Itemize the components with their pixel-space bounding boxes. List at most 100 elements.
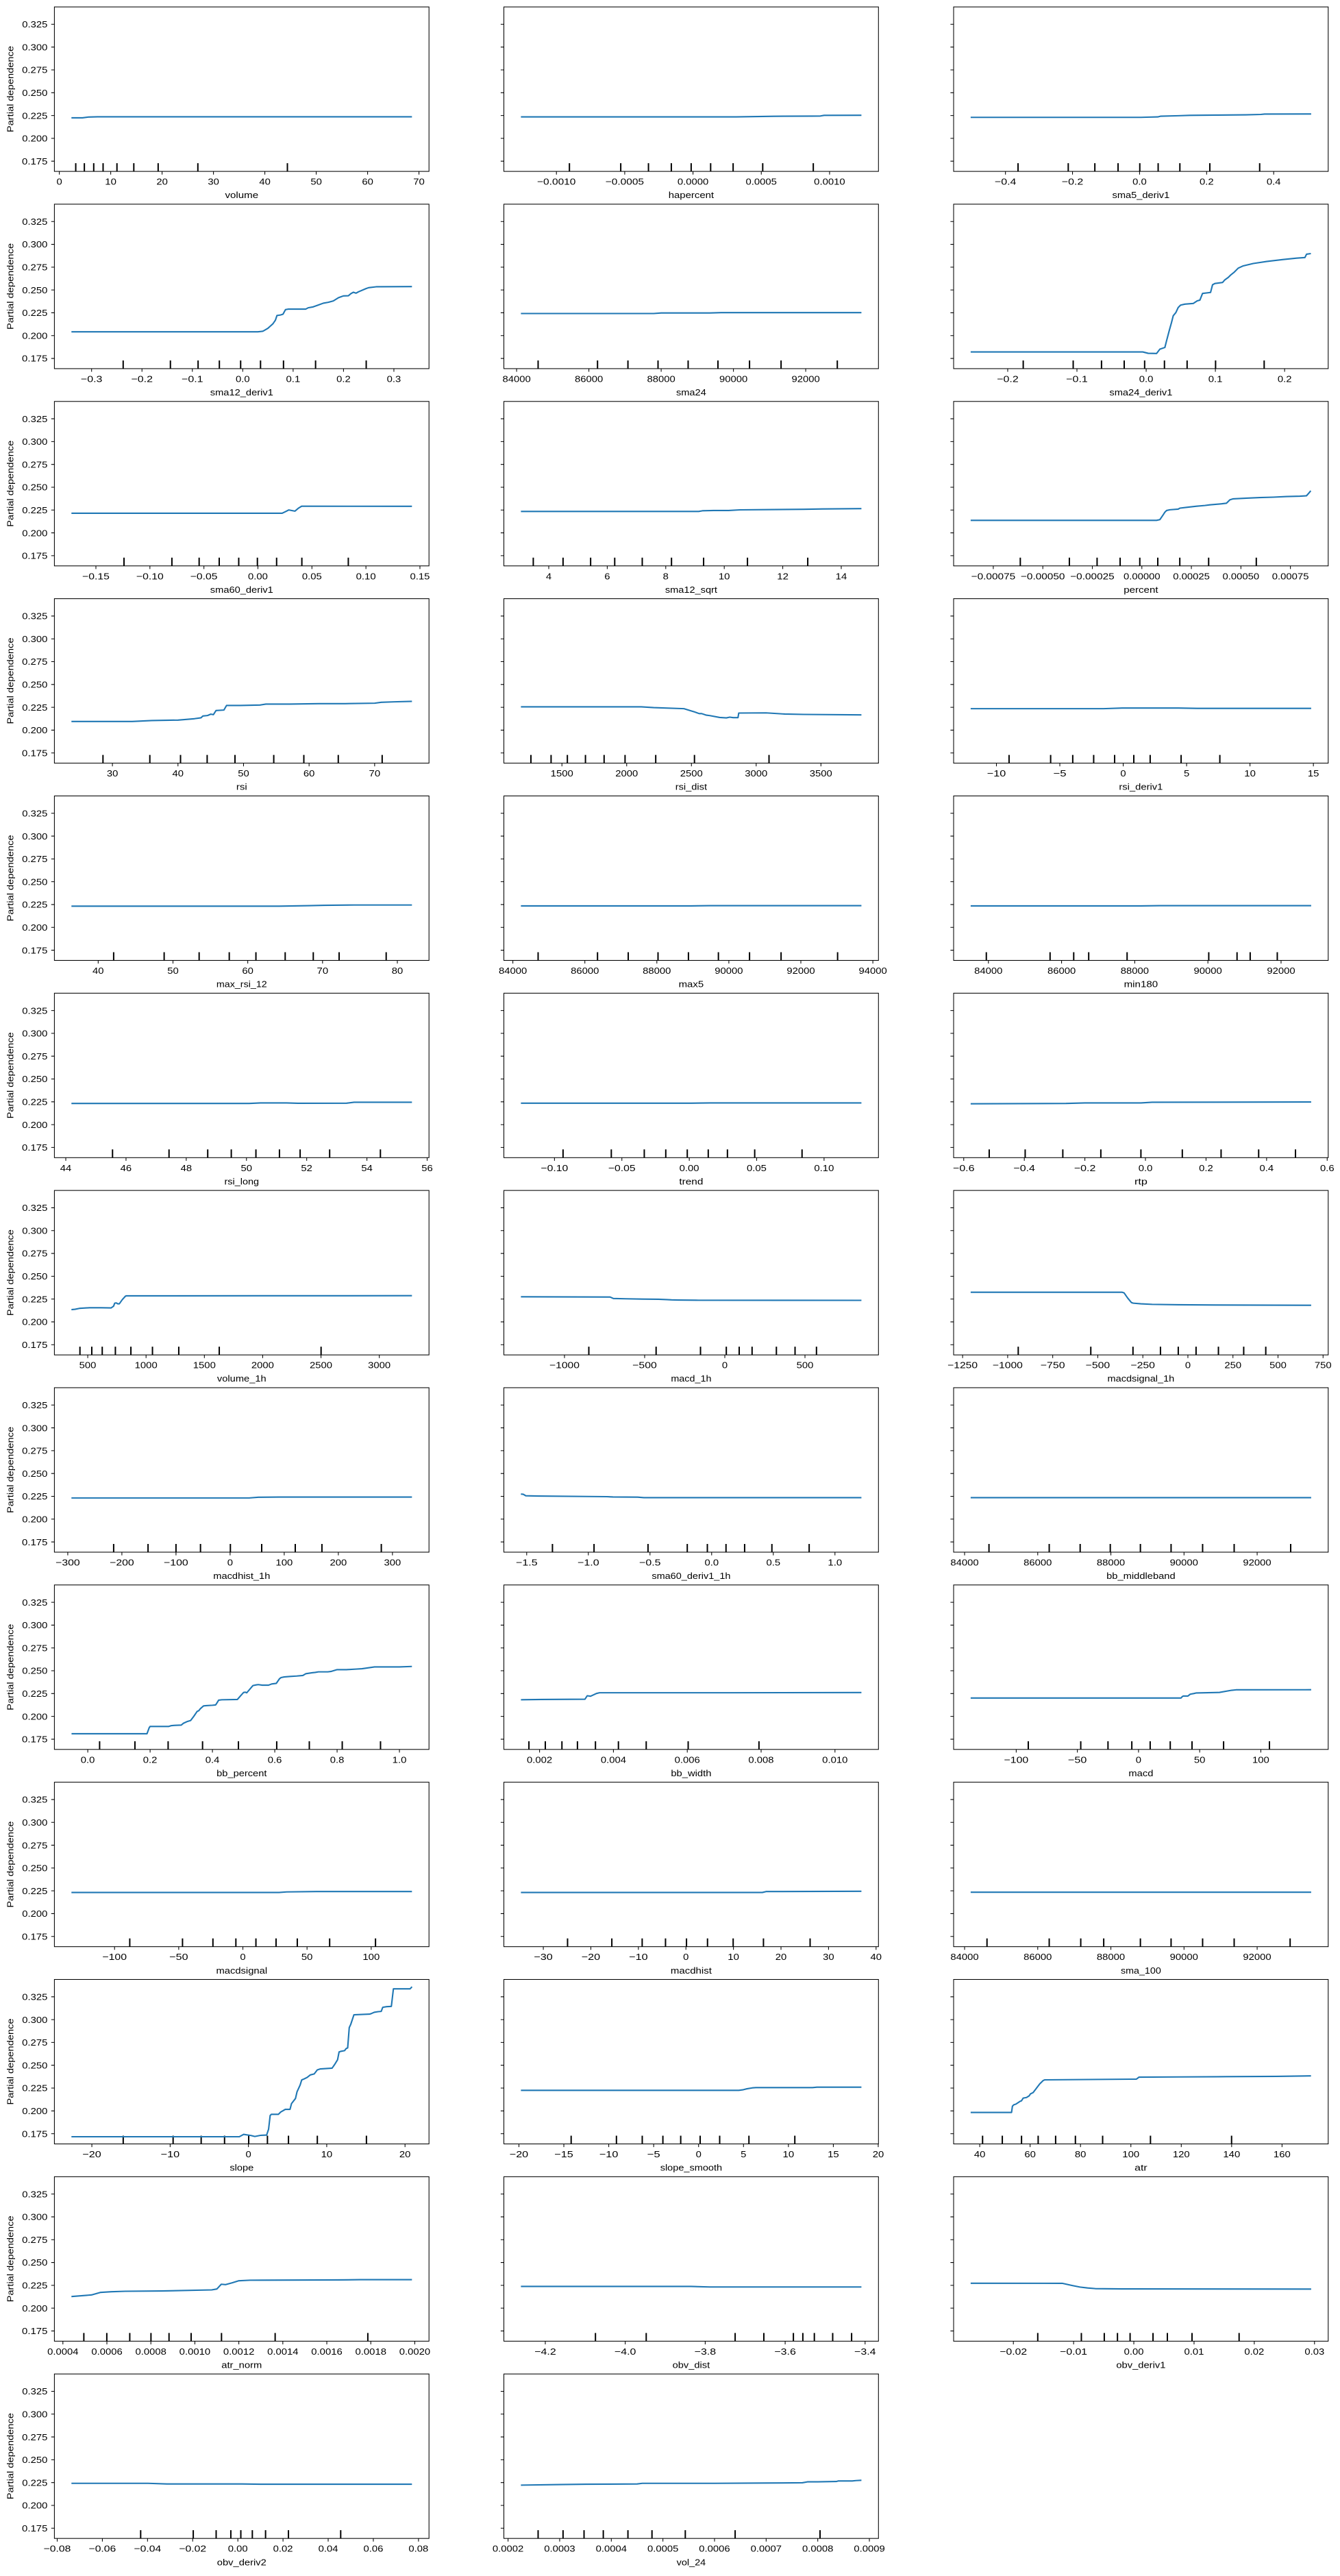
svg-text:0.250: 0.250 bbox=[22, 1469, 47, 1479]
svg-text:0.008: 0.008 bbox=[748, 1754, 773, 1765]
svg-text:0.250: 0.250 bbox=[22, 285, 47, 295]
svg-text:0.250: 0.250 bbox=[22, 680, 47, 690]
svg-text:atr_norm: atr_norm bbox=[221, 2359, 262, 2370]
svg-text:−0.5: −0.5 bbox=[639, 1557, 661, 1567]
svg-text:50: 50 bbox=[167, 966, 179, 976]
svg-text:0.00025: 0.00025 bbox=[1173, 571, 1210, 581]
svg-text:10: 10 bbox=[728, 1952, 739, 1962]
svg-text:0.200: 0.200 bbox=[22, 2303, 47, 2314]
svg-text:0.10: 0.10 bbox=[356, 571, 376, 581]
svg-text:Partial dependence: Partial dependence bbox=[5, 1229, 16, 1316]
svg-text:0.175: 0.175 bbox=[22, 1340, 47, 1350]
svg-text:0.0010: 0.0010 bbox=[814, 177, 845, 187]
svg-text:0.250: 0.250 bbox=[22, 876, 47, 887]
svg-text:trend: trend bbox=[679, 1176, 703, 1186]
svg-text:90000: 90000 bbox=[715, 966, 743, 976]
svg-text:−1.5: −1.5 bbox=[516, 1557, 538, 1567]
svg-text:40: 40 bbox=[92, 966, 104, 976]
svg-text:0.225: 0.225 bbox=[22, 702, 47, 713]
svg-text:obv_deriv1: obv_deriv1 bbox=[1116, 2359, 1165, 2370]
svg-text:−15: −15 bbox=[554, 2149, 573, 2159]
svg-text:0.200: 0.200 bbox=[22, 725, 47, 735]
svg-text:0.250: 0.250 bbox=[22, 2257, 47, 2268]
svg-text:84000: 84000 bbox=[950, 1557, 978, 1567]
svg-text:88000: 88000 bbox=[647, 373, 675, 384]
svg-text:−10: −10 bbox=[629, 1952, 648, 1962]
svg-text:0.225: 0.225 bbox=[22, 900, 47, 910]
svg-text:vol_24: vol_24 bbox=[677, 2557, 706, 2567]
svg-text:0.0: 0.0 bbox=[236, 373, 250, 384]
svg-text:200: 200 bbox=[330, 1557, 347, 1567]
svg-text:0.0006: 0.0006 bbox=[699, 2544, 730, 2554]
svg-text:86000: 86000 bbox=[575, 373, 603, 384]
svg-text:100: 100 bbox=[362, 1952, 380, 1962]
svg-text:−4.0: −4.0 bbox=[615, 2346, 636, 2357]
svg-text:90000: 90000 bbox=[1170, 1557, 1198, 1567]
svg-text:0.05: 0.05 bbox=[302, 571, 322, 581]
svg-text:0.325: 0.325 bbox=[22, 1203, 47, 1213]
svg-text:−1000: −1000 bbox=[549, 1360, 580, 1371]
svg-text:92000: 92000 bbox=[1243, 1557, 1271, 1567]
svg-text:0.225: 0.225 bbox=[22, 1294, 47, 1304]
svg-text:0.00: 0.00 bbox=[248, 571, 268, 581]
svg-text:48: 48 bbox=[181, 1163, 193, 1173]
svg-text:0.200: 0.200 bbox=[22, 134, 47, 144]
svg-text:10: 10 bbox=[719, 571, 730, 581]
svg-text:0.225: 0.225 bbox=[22, 1886, 47, 1896]
svg-text:0.175: 0.175 bbox=[22, 551, 47, 561]
svg-text:0.225: 0.225 bbox=[22, 2281, 47, 2291]
svg-text:0.250: 0.250 bbox=[22, 1666, 47, 1676]
svg-text:obv_dist: obv_dist bbox=[673, 2359, 710, 2370]
svg-text:86000: 86000 bbox=[1047, 966, 1076, 976]
svg-text:0.4: 0.4 bbox=[1260, 1163, 1274, 1173]
svg-text:−10: −10 bbox=[599, 2149, 619, 2159]
svg-text:0.4: 0.4 bbox=[206, 1754, 220, 1765]
svg-text:0.05: 0.05 bbox=[747, 1163, 767, 1173]
svg-text:0.175: 0.175 bbox=[22, 156, 47, 167]
svg-text:Partial dependence: Partial dependence bbox=[5, 441, 16, 527]
svg-text:1500: 1500 bbox=[193, 1360, 216, 1371]
svg-text:−5: −5 bbox=[1053, 768, 1066, 778]
svg-text:0.200: 0.200 bbox=[22, 1711, 47, 1721]
svg-text:obv_deriv2: obv_deriv2 bbox=[217, 2557, 266, 2567]
svg-text:0.275: 0.275 bbox=[22, 657, 47, 667]
svg-text:94000: 94000 bbox=[858, 966, 886, 976]
svg-text:70: 70 bbox=[369, 768, 381, 778]
svg-text:−0.10: −0.10 bbox=[136, 571, 164, 581]
svg-text:15: 15 bbox=[1308, 768, 1319, 778]
svg-text:0.300: 0.300 bbox=[22, 831, 47, 842]
svg-text:0: 0 bbox=[1120, 768, 1126, 778]
svg-text:0.00: 0.00 bbox=[680, 1163, 699, 1173]
svg-text:20: 20 bbox=[776, 1952, 787, 1962]
svg-text:0.300: 0.300 bbox=[22, 1817, 47, 1828]
svg-text:84000: 84000 bbox=[502, 373, 530, 384]
svg-text:0.5: 0.5 bbox=[766, 1557, 780, 1567]
svg-text:0.175: 0.175 bbox=[22, 1537, 47, 1547]
svg-text:1.0: 1.0 bbox=[393, 1754, 407, 1765]
svg-text:0: 0 bbox=[56, 177, 62, 187]
svg-text:0.175: 0.175 bbox=[22, 1142, 47, 1153]
svg-text:0.0018: 0.0018 bbox=[356, 2346, 387, 2357]
svg-text:bb_middleband: bb_middleband bbox=[1106, 1571, 1176, 1581]
svg-text:1000: 1000 bbox=[135, 1360, 158, 1371]
svg-text:−100: −100 bbox=[102, 1952, 127, 1962]
svg-text:88000: 88000 bbox=[643, 966, 671, 976]
svg-text:0.2: 0.2 bbox=[1199, 1163, 1213, 1173]
svg-text:−0.1: −0.1 bbox=[182, 373, 203, 384]
svg-text:−50: −50 bbox=[169, 1952, 188, 1962]
svg-text:0.0002: 0.0002 bbox=[493, 2544, 523, 2554]
svg-text:0.00000: 0.00000 bbox=[1124, 571, 1161, 581]
svg-text:20: 20 bbox=[156, 177, 168, 187]
svg-text:−0.2: −0.2 bbox=[1062, 177, 1084, 187]
svg-text:88000: 88000 bbox=[1097, 1952, 1125, 1962]
svg-text:14: 14 bbox=[836, 571, 847, 581]
svg-text:sma24: sma24 bbox=[676, 387, 706, 397]
svg-text:−300: −300 bbox=[55, 1557, 80, 1567]
svg-text:−500: −500 bbox=[632, 1360, 657, 1371]
svg-text:0.325: 0.325 bbox=[22, 1795, 47, 1805]
svg-text:−0.01: −0.01 bbox=[1060, 2346, 1087, 2357]
svg-text:0.325: 0.325 bbox=[22, 808, 47, 818]
svg-text:−4.2: −4.2 bbox=[534, 2346, 556, 2357]
svg-text:max5: max5 bbox=[679, 979, 704, 990]
svg-text:rtp: rtp bbox=[1134, 1176, 1147, 1186]
